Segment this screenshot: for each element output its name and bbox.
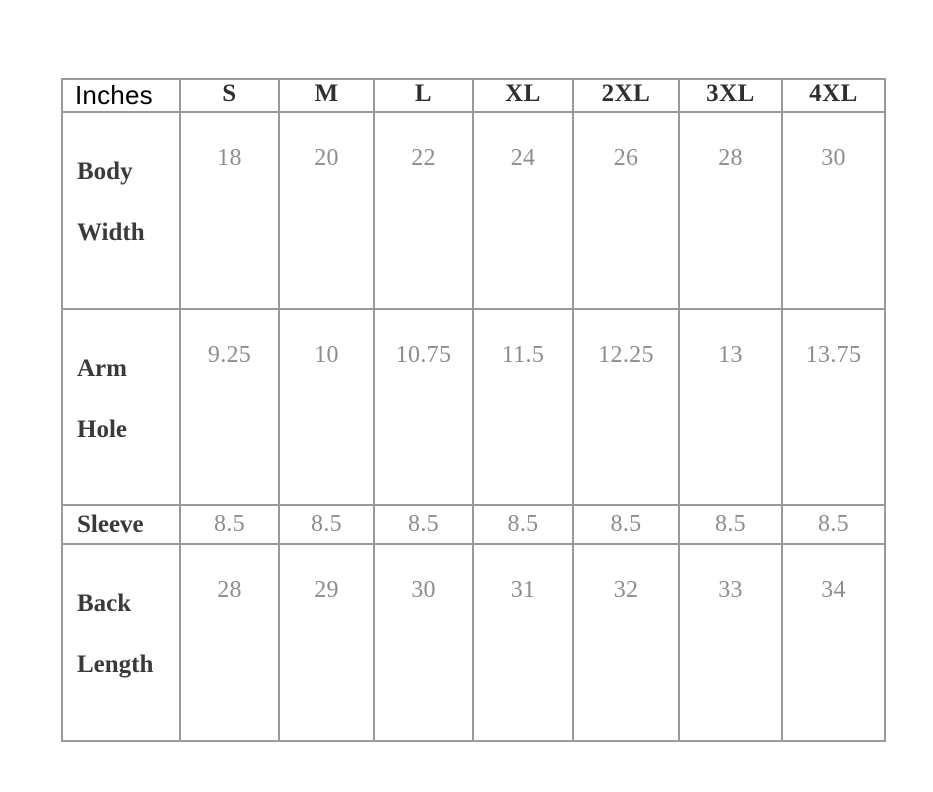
cell-arm-hole-l: 10.75 (373, 307, 474, 507)
unit-label: Inches (75, 80, 153, 110)
column-header-m: M (278, 78, 375, 113)
row-label-arm-hole: Arm Hole (61, 307, 181, 507)
size-chart-container: Inches S M L XL 2XL 3XL 4XL Body Width (61, 78, 886, 742)
cell-back-length-xl: 31 (472, 543, 574, 742)
row-label-line: Width (77, 219, 145, 246)
column-header-3xl: 3XL (678, 78, 783, 113)
cell-back-length-4xl: 34 (781, 543, 886, 742)
size-chart-body: Body Width 18 20 22 24 26 (61, 111, 886, 742)
row-label-line: Sleeve (77, 510, 144, 538)
cell-sleeve-2xl: 8.5 (572, 504, 680, 546)
cell-sleeve-l: 8.5 (373, 504, 474, 546)
row-label-line: Back (77, 590, 132, 618)
size-chart-table: Inches S M L XL 2XL 3XL 4XL Body Width (61, 78, 886, 742)
table-row: Arm Hole 9.25 10 10.75 11.5 12.25 (61, 307, 886, 507)
cell-back-length-2xl: 32 (572, 543, 680, 742)
cell-body-width-4xl: 30 (781, 111, 886, 310)
cell-sleeve-4xl: 8.5 (781, 504, 886, 546)
cell-body-width-3xl: 28 (678, 111, 783, 310)
row-label-line: Length (77, 651, 154, 679)
cell-arm-hole-s: 9.25 (179, 307, 280, 507)
cell-back-length-l: 30 (373, 543, 474, 742)
row-label-line: Hole (77, 415, 127, 443)
row-label-line: Arm (77, 354, 127, 382)
table-row: Sleeve 8.5 8.5 8.5 8.5 8.5 (61, 504, 886, 546)
row-label-line: Body (77, 158, 133, 185)
column-header-l: L (373, 78, 474, 113)
table-row: Back Length 28 29 30 31 32 (61, 543, 886, 742)
cell-arm-hole-3xl: 13 (678, 307, 783, 507)
cell-arm-hole-xl: 11.5 (472, 307, 574, 507)
size-chart-header: Inches S M L XL 2XL 3XL 4XL (61, 78, 886, 113)
cell-arm-hole-2xl: 12.25 (572, 307, 680, 507)
cell-arm-hole-4xl: 13.75 (781, 307, 886, 507)
row-label-sleeve: Sleeve (61, 504, 181, 546)
row-label-back-length: Back Length (61, 543, 181, 742)
column-header-2xl: 2XL (572, 78, 680, 113)
cell-body-width-l: 22 (373, 111, 474, 310)
cell-body-width-s: 18 (179, 111, 280, 310)
table-row: Body Width 18 20 22 24 26 (61, 111, 886, 310)
cell-sleeve-s: 8.5 (179, 504, 280, 546)
row-label-body-width: Body Width (61, 111, 181, 310)
cell-body-width-xl: 24 (472, 111, 574, 310)
column-header-s: S (179, 78, 280, 113)
cell-sleeve-xl: 8.5 (472, 504, 574, 546)
cell-body-width-2xl: 26 (572, 111, 680, 310)
unit-label-cell: Inches (61, 78, 181, 113)
cell-body-width-m: 20 (278, 111, 375, 310)
cell-back-length-m: 29 (278, 543, 375, 742)
cell-sleeve-3xl: 8.5 (678, 504, 783, 546)
header-row: Inches S M L XL 2XL 3XL 4XL (61, 78, 886, 113)
cell-sleeve-m: 8.5 (278, 504, 375, 546)
cell-back-length-3xl: 33 (678, 543, 783, 742)
cell-arm-hole-m: 10 (278, 307, 375, 507)
column-header-xl: XL (472, 78, 574, 113)
cell-back-length-s: 28 (179, 543, 280, 742)
column-header-4xl: 4XL (781, 78, 886, 113)
